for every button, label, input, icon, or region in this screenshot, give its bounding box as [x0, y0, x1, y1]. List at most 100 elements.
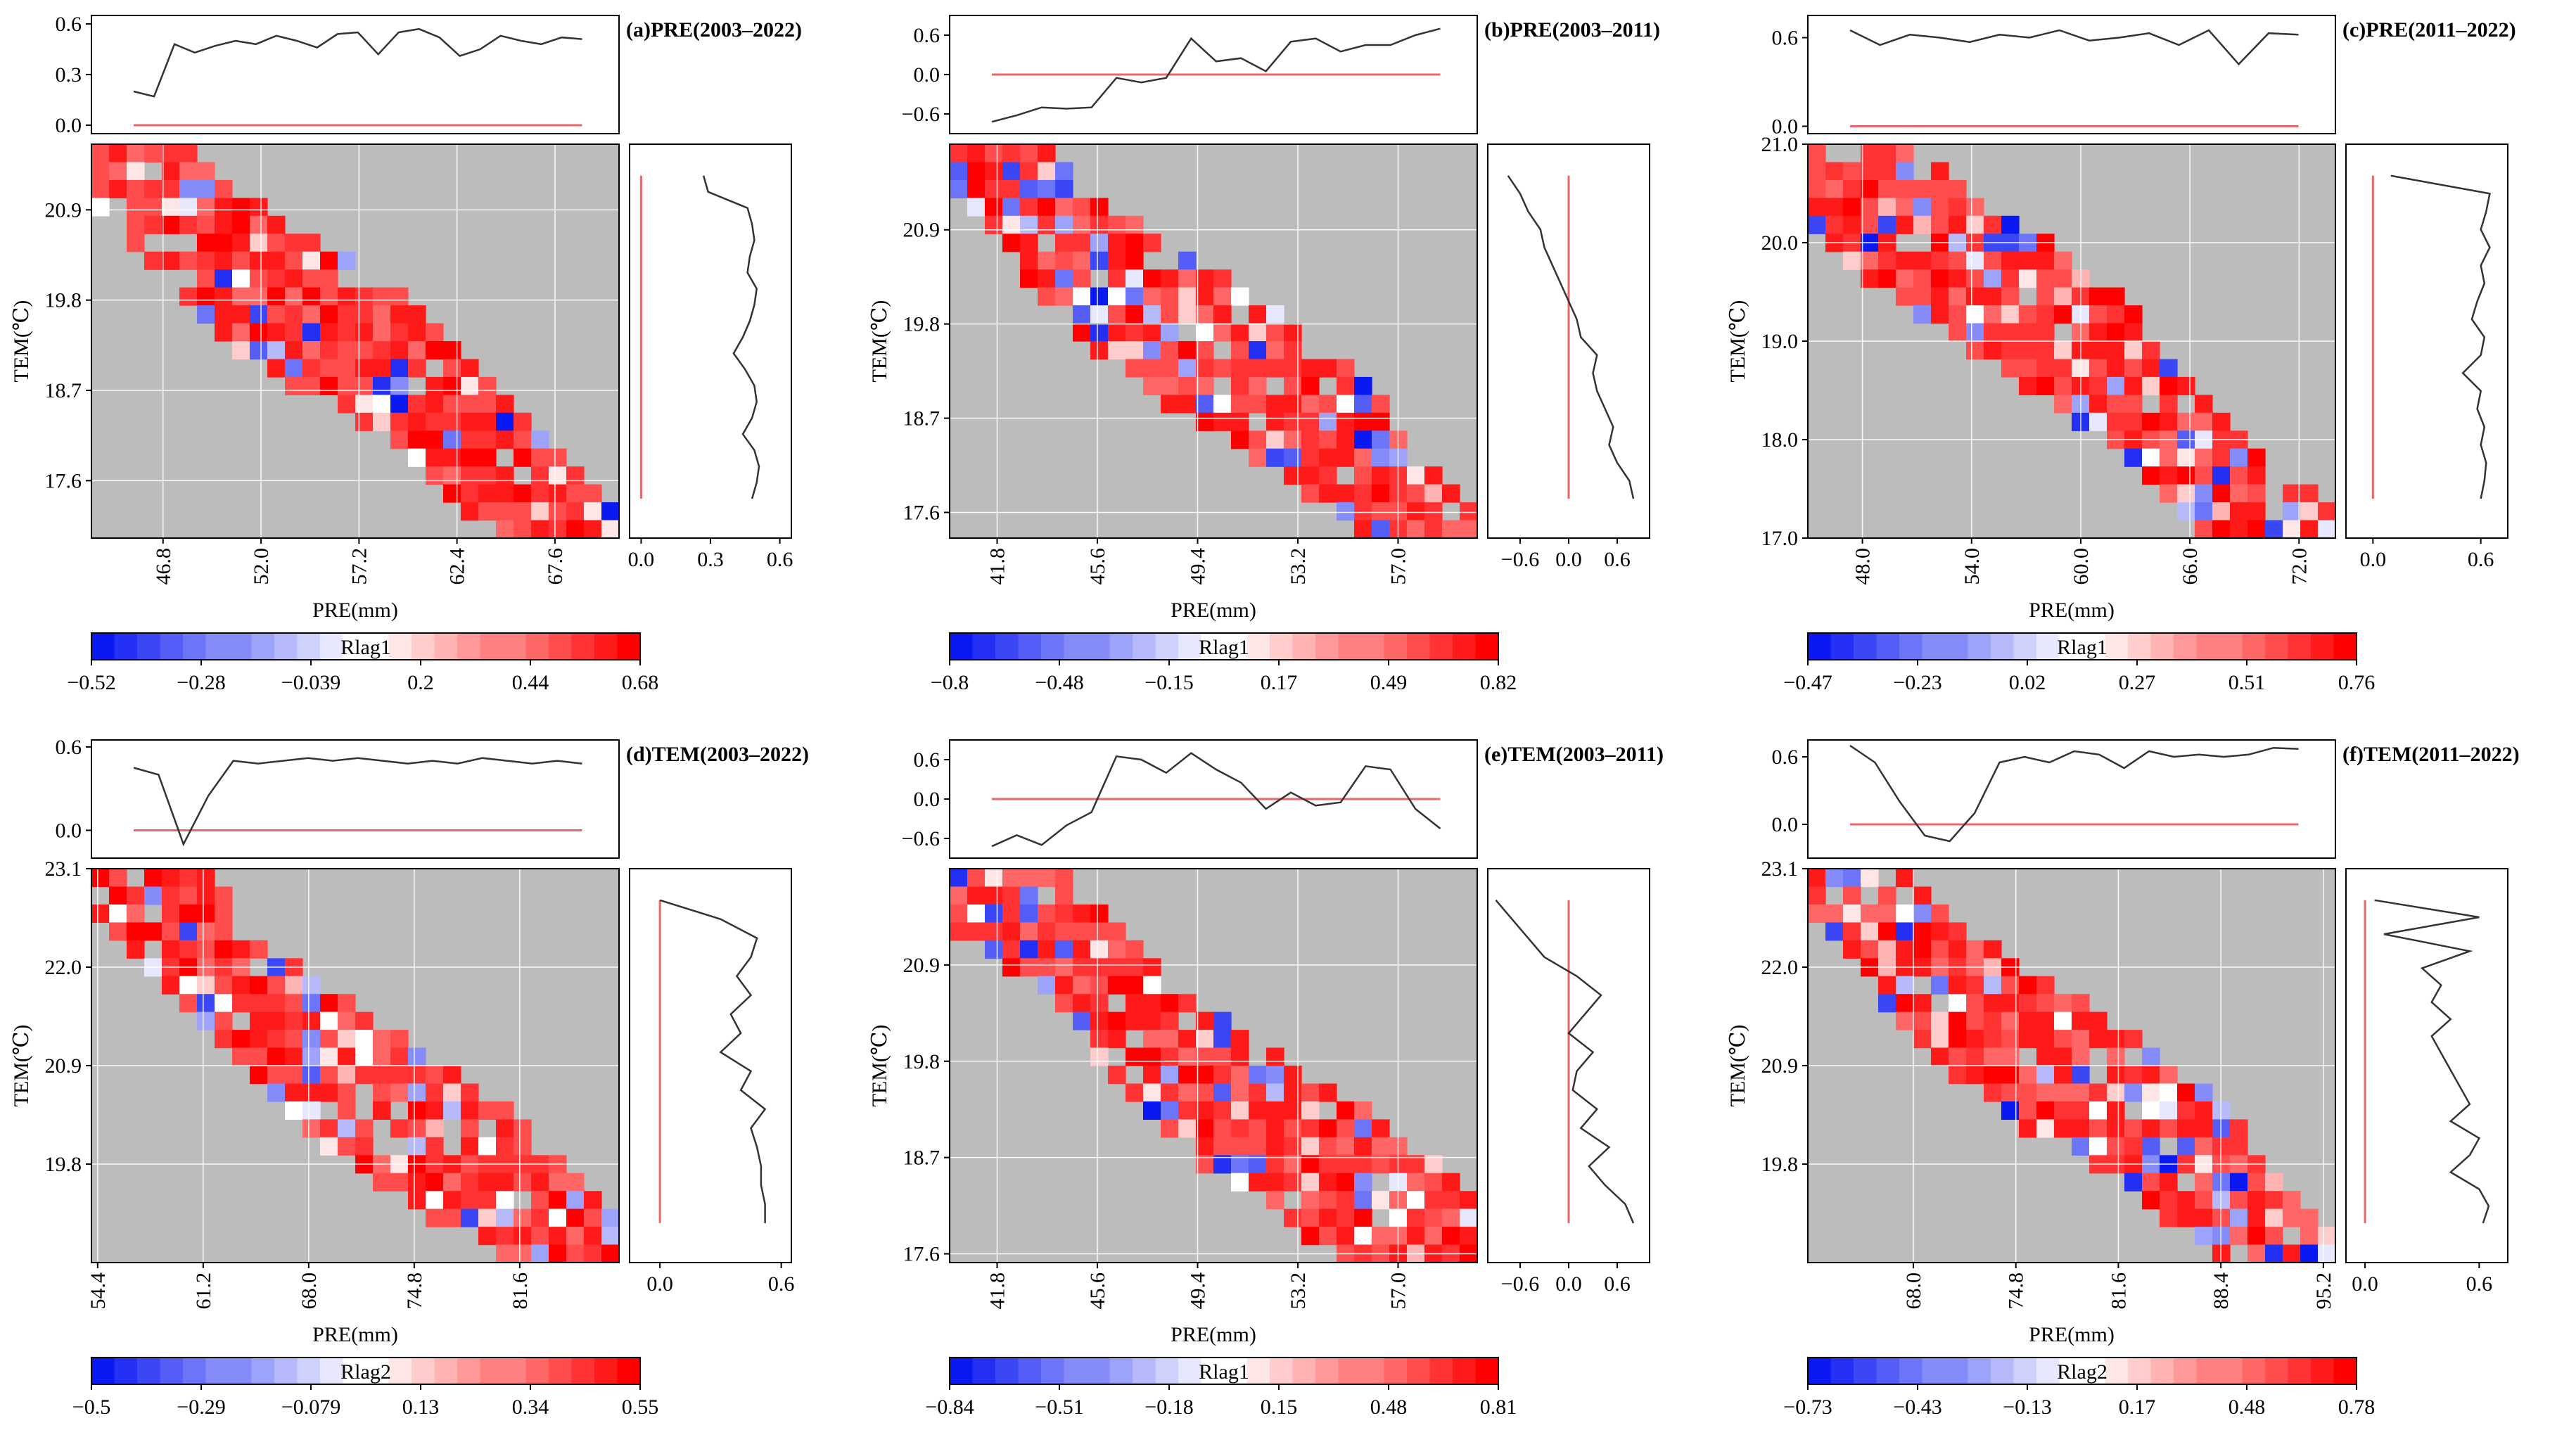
heatmap-cell [1161, 1066, 1179, 1085]
heatmap-cell [2089, 395, 2108, 414]
heatmap-cell [1949, 305, 1967, 324]
heatmap-cell [1284, 1137, 1302, 1156]
heatmap-cell [338, 287, 356, 306]
heatmap-cell [1931, 162, 1949, 181]
heatmap-cell [250, 215, 268, 234]
heatmap-cell [1196, 1137, 1214, 1156]
heatmap-cell [1161, 341, 1179, 360]
heatmap-cell [1038, 287, 1056, 306]
heatmap-cell [408, 1047, 426, 1066]
heatmap-cell [1073, 234, 1091, 253]
heatmap: 54.4 61.2 68.0 74.8 81.623.122.020.919.8 [45, 857, 620, 1310]
heatmap-cell [426, 1191, 444, 1210]
colorbar-block [594, 1358, 618, 1384]
heatmap-cell [1301, 1119, 1320, 1138]
colorbar-block [2150, 633, 2174, 660]
heatmap-cell [1090, 976, 1109, 995]
heatmap-cell [390, 305, 409, 324]
heatmap-cell [985, 904, 1003, 923]
heatmap-cell [1178, 287, 1197, 306]
heatmap-cell [338, 305, 356, 324]
heatmap-cell [2142, 1173, 2160, 1192]
top-plot-frame [91, 15, 620, 134]
heatmap-cell [1231, 1155, 1249, 1174]
heatmap-cell [2107, 323, 2125, 342]
heatmap-cell [1424, 466, 1443, 485]
ytick-label: 17.0 [1761, 527, 1799, 550]
heatmap-cell [1372, 484, 1390, 503]
colorbar-block [1922, 633, 1946, 660]
heatmap-cell [179, 198, 198, 217]
heatmap-cell [2019, 1101, 2037, 1120]
heatmap-cell [1284, 1083, 1302, 1102]
heatmap-cell [1196, 1011, 1214, 1030]
heatmap-cell [2177, 1137, 2195, 1156]
heatmap-cell [1424, 1191, 1443, 1210]
heatmap-cell [1337, 395, 1355, 414]
heatmap-cell [1949, 269, 1967, 288]
heatmap-cell [2124, 323, 2143, 342]
colorbar-block [1246, 633, 1270, 660]
heatmap-cell [1266, 359, 1284, 378]
heatmap-cell [302, 1083, 321, 1102]
heatmap-cell [1407, 1191, 1425, 1210]
heatmap-cell [566, 484, 585, 503]
heatmap-cell [1231, 1083, 1249, 1102]
heatmap-cell [215, 287, 233, 306]
heatmap-cell [1442, 1227, 1460, 1246]
panel-4: 0.60.0−0.6(e)TEM(2003–2011)41.8 45.6 49.4 5… [868, 739, 1664, 1414]
top-series-line [133, 757, 582, 847]
colorbar-block [183, 1358, 207, 1384]
heatmap-cell [1337, 448, 1355, 467]
heatmap-cell [461, 448, 479, 467]
heatmap-cell [1196, 1101, 1214, 1120]
heatmap-cell [1126, 305, 1144, 324]
heatmap-cell [2072, 1047, 2090, 1066]
heatmap-cell [2177, 1083, 2195, 1102]
colorbar-tick-label: −0.47 [1783, 671, 1832, 689]
heatmap-cell [1038, 904, 1056, 923]
colorbar-block [950, 633, 974, 660]
heatmap-cell [566, 1208, 585, 1227]
heatmap-cell [215, 234, 233, 253]
heatmap-cell [2124, 412, 2143, 431]
heatmap-cell [1913, 305, 1932, 324]
heatmap-cell [1108, 323, 1126, 342]
heatmap-cell [1231, 1173, 1249, 1192]
heatmap-cell [162, 886, 180, 905]
heatmap-cell [1073, 904, 1091, 923]
heatmap-cell [496, 1101, 514, 1120]
heatmap-cell [1143, 1047, 1161, 1066]
colorbar-block [1155, 1358, 1179, 1384]
heatmap-cell [1266, 1101, 1284, 1120]
heatmap-cell [1984, 1011, 2002, 1030]
colorbar-block [2150, 1358, 2174, 1384]
heatmap-cell [408, 1083, 426, 1102]
heatmap-cell [2212, 484, 2231, 503]
heatmap-cell [566, 520, 585, 539]
heatmap-cell [549, 1191, 567, 1210]
heatmap-cell [127, 215, 145, 234]
heatmap-cell [2054, 994, 2072, 1013]
colorbar-block [2333, 1358, 2357, 1384]
heatmap-cell [950, 144, 968, 163]
heatmap-cell [250, 1011, 268, 1030]
heatmap-cell [2230, 1137, 2248, 1156]
heatmap-cell [91, 869, 110, 888]
panel-label: (d)TEM(2003–2022) [626, 743, 809, 766]
colorbar-label: Rlag1 [2057, 636, 2108, 659]
heatmap-cell [320, 359, 338, 378]
heatmap-cell [1143, 234, 1161, 253]
heatmap-cell [2177, 448, 2195, 467]
heatmap-cell [267, 1083, 286, 1102]
heatmap-cell [285, 994, 303, 1013]
heatmap-cell [1055, 958, 1073, 977]
heatmap-cell [232, 251, 250, 270]
colorbar-frame [91, 632, 641, 660]
colorbar-block [617, 1358, 641, 1384]
heatmap-cell [1984, 341, 2002, 360]
heatmap-cell [1442, 1173, 1460, 1192]
colorbar-block [972, 633, 996, 660]
heatmap-cell [1020, 904, 1038, 923]
colorbar-block [1429, 633, 1453, 660]
